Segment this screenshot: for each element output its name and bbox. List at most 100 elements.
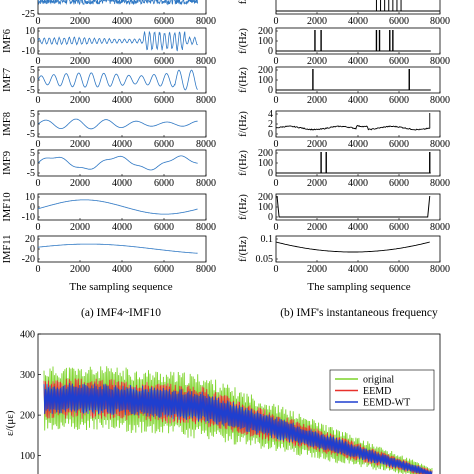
left-panel-xtick-label: 8000 [196, 178, 216, 189]
left-panel-xtick-label: 6000 [154, 264, 174, 275]
left-panel-xtick-label: 0 [36, 222, 41, 233]
right-panel-ytick-label: 0 [268, 129, 273, 140]
right-panel-xtick-label: 2000 [307, 95, 327, 106]
right-panel-xtick-label: 4000 [348, 222, 368, 233]
left-panel-ylabel: IMF6 [2, 29, 13, 53]
left-panel-ytick-label: 0 [30, 202, 35, 213]
right-panel-xtick-label: 6000 [389, 16, 409, 27]
right-panel: 0.1 0.050 2000 4000 6000 8000 f/(Hz) [238, 234, 450, 275]
right-panel-ylabel: f/ [238, 0, 249, 4]
left-panel-ylabel: IMF10 [2, 192, 13, 221]
right-panel-xtick-label: 8000 [430, 95, 450, 106]
left-panel-ytick-label: 10 [25, 26, 35, 37]
left-panel-ytick-label: -20 [22, 254, 35, 265]
left-panel-xtick-label: 0 [36, 16, 41, 27]
right-panel-xtick-label: 6000 [389, 264, 409, 275]
left-panel-series [37, 118, 198, 130]
right-panel-ytick-label: 100 [258, 75, 273, 86]
right-panel-frame [275, 235, 441, 263]
legend-label: EEMD-WT [363, 398, 410, 409]
right-panel-xtick-label: 4000 [348, 264, 368, 275]
right-panel-frame [275, 110, 441, 138]
left-panel-series [37, 30, 198, 52]
left-panel-xtick-label: 0 [36, 178, 41, 189]
right-panel-frame [275, 27, 441, 55]
left-panel-ylabel: IMF9 [2, 151, 13, 175]
freq-curve [276, 195, 431, 218]
legend-label: EEMD [363, 386, 391, 397]
right-panel-xtick-label: 8000 [430, 139, 450, 150]
left-panel-ylabel: IMF11 [2, 235, 13, 264]
left-panel-series [37, 0, 198, 6]
right-panel-ylabel: f/(Hz) [238, 67, 249, 93]
left-panel-series [37, 69, 198, 91]
left-panel-series [38, 243, 198, 254]
left-panel-xtick-label: 8000 [196, 95, 216, 106]
left-panel-xtick-label: 6000 [154, 56, 174, 67]
left-panel-xtick-label: 6000 [154, 139, 174, 150]
left-panel-ylabel: IMF7 [2, 68, 13, 92]
right-panel-ytick-label: 0 [268, 212, 273, 223]
left-panel-xtick-label: 0 [36, 139, 41, 150]
right-panel-xtick-label: 0 [274, 95, 279, 106]
caption-right: (b) IMF's instantaneous frequency [280, 307, 438, 319]
left-panel-xtick-label: 4000 [112, 178, 132, 189]
left-panel-ytick-label: 0 [30, 119, 35, 130]
left-panel-xtick-label: 2000 [70, 222, 90, 233]
right-panel-ytick-label: 100 [258, 158, 273, 169]
left-x-label: The sampling sequence [69, 281, 172, 293]
left-panel-xtick-label: 6000 [154, 95, 174, 106]
freq-curve [275, 241, 430, 253]
left-panel-xtick-label: 0 [36, 264, 41, 275]
right-panel-xtick-label: 8000 [430, 222, 450, 233]
right-panel-xtick-label: 0 [274, 178, 279, 189]
left-panel-xtick-label: 8000 [196, 56, 216, 67]
left-panel-ytick-label: 10 [25, 192, 35, 203]
legend-label: original [363, 375, 394, 386]
strain-series-eemd-wt [43, 383, 433, 474]
left-panel-ytick-label: -10 [22, 212, 35, 223]
right-panel-ytick-label: 200 [258, 148, 273, 159]
right-panel-ytick-label: 4 [268, 109, 273, 120]
right-panel-xtick-label: 2000 [307, 139, 327, 150]
left-panel-xtick-label: 2000 [70, 56, 90, 67]
left-panel-ytick-label: 0 [30, 75, 35, 86]
left-panel-ytick-label: 0 [30, 158, 35, 169]
left-panel-ytick-label: 5 [30, 65, 35, 76]
left-panel-ytick-label: 0 [30, 244, 35, 255]
right-panel-xtick-label: 8000 [430, 56, 450, 67]
right-panel-ytick-label: 100 [258, 36, 273, 47]
left-panel-xtick-label: 0 [36, 95, 41, 106]
right-panel-xtick-label: 8000 [430, 264, 450, 275]
right-panel-ytick-label: 0.05 [256, 254, 274, 265]
right-panel-xtick-label: 6000 [389, 95, 409, 106]
right-panel-ytick-label: 200 [258, 192, 273, 203]
left-panel-xtick-label: 8000 [196, 139, 216, 150]
strain-ytick-label: 300 [20, 370, 35, 381]
right-panel-xtick-label: 8000 [430, 16, 450, 27]
right-panel-xtick-label: 2000 [307, 178, 327, 189]
right-panel-ylabel: f/(Hz) [238, 111, 249, 137]
right-panel-frame [275, 193, 441, 221]
right-panel-ytick-label: 0 [268, 168, 273, 179]
right-panel-xtick-label: 0 [274, 222, 279, 233]
right-panel-ytick-label: 0.1 [261, 234, 274, 245]
right-panel-ytick-label: 0 [268, 46, 273, 57]
left-panel-series [37, 155, 198, 171]
left-panel-ytick-label: -10 [22, 46, 35, 57]
left-panel-xtick-label: 4000 [112, 95, 132, 106]
left-panel-xtick-label: 8000 [196, 16, 216, 27]
right-panel-xtick-label: 6000 [389, 139, 409, 150]
left-panel-xtick-label: 4000 [112, 264, 132, 275]
